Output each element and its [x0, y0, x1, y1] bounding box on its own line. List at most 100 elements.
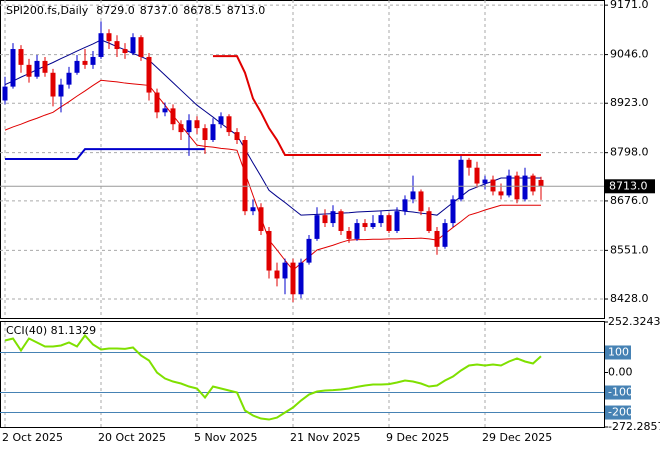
x-tick-label: 5 Nov 2025 — [194, 431, 257, 444]
candle-body — [290, 262, 296, 295]
y-tick-label: 8923.0 — [610, 96, 649, 109]
candle-body — [274, 270, 280, 279]
candle-body — [2, 86, 8, 101]
y-tick-label: -272.2857 — [608, 420, 660, 433]
candle-body — [306, 238, 312, 263]
candle-body — [82, 60, 88, 65]
candle-body — [450, 199, 456, 224]
candle-body — [34, 60, 40, 77]
candle-body — [98, 33, 104, 57]
candle-body — [530, 175, 536, 192]
candle-body — [114, 41, 120, 50]
candle-body — [18, 49, 24, 65]
main-panel-frame — [0, 0, 605, 319]
candle-body — [202, 128, 208, 141]
candle-body — [394, 211, 400, 231]
candle-body — [50, 72, 56, 97]
candle-body — [122, 49, 128, 53]
candle-body — [130, 37, 136, 53]
y-tick-label: 8428.0 — [610, 292, 649, 305]
candle-body — [218, 116, 224, 125]
y-tick-label: 8798.0 — [610, 146, 649, 159]
candle-body — [386, 215, 392, 231]
candle-body — [338, 211, 344, 231]
candle-body — [522, 175, 528, 200]
candle-body — [482, 179, 488, 184]
candle-body — [442, 223, 448, 247]
indicator-line — [4, 333, 542, 421]
candle-body — [194, 120, 200, 129]
symbol-title: SPI200.fs,Daily — [6, 4, 89, 17]
candle-body — [370, 223, 376, 228]
candle-body — [170, 108, 176, 125]
candle-body — [474, 167, 480, 184]
level-label-box — [605, 385, 631, 400]
candle-body — [354, 223, 360, 239]
candle-body — [90, 56, 96, 65]
last-open: 8729.0 — [96, 4, 135, 17]
candle-body — [186, 120, 192, 133]
candle-body — [434, 230, 440, 247]
candle-body — [210, 124, 216, 141]
candle-body — [298, 262, 304, 295]
y-tick-label: -200 — [608, 406, 633, 419]
x-tick-label: 2 Oct 2025 — [2, 431, 63, 444]
indicator-line — [4, 79, 541, 271]
candle-body — [490, 179, 496, 192]
candle-body — [322, 215, 328, 224]
candle-body — [154, 92, 160, 113]
candle-body — [106, 33, 112, 42]
candle-body — [138, 37, 144, 57]
candle-body — [498, 191, 504, 196]
x-tick-label: 9 Dec 2025 — [386, 431, 449, 444]
candle-body — [538, 179, 544, 187]
candle-body — [42, 60, 48, 73]
candle-body — [506, 175, 512, 196]
candle-body — [418, 191, 424, 212]
candle-body — [458, 159, 464, 200]
candle-body — [234, 132, 240, 141]
candle-body — [10, 49, 16, 87]
y-tick-label: 100 — [608, 345, 629, 358]
candle-body — [514, 175, 520, 200]
last-low: 8678.5 — [183, 4, 222, 17]
candle-body — [314, 215, 320, 239]
candle-body — [378, 215, 384, 224]
indicator-line — [5, 148, 205, 160]
candle-body — [362, 223, 368, 228]
candle-body — [410, 191, 416, 200]
candle-body — [26, 64, 32, 77]
candle-body — [162, 108, 168, 113]
cci-title: CCI(40) 81.1329 — [6, 324, 96, 337]
y-tick-label: -100 — [608, 386, 633, 399]
candle-body — [178, 124, 184, 133]
y-tick-label: 9046.0 — [610, 48, 649, 61]
candle-body — [146, 56, 152, 93]
cci-panel-frame — [0, 321, 605, 428]
y-tick-label: 8551.0 — [610, 243, 649, 256]
x-tick-label: 20 Oct 2025 — [98, 431, 166, 444]
current-price-box — [605, 179, 655, 194]
candle-body — [282, 262, 288, 279]
candle-body — [58, 84, 64, 97]
y-tick-label: 8676.0 — [610, 194, 649, 207]
y-tick-label: 252.3243 — [608, 315, 660, 328]
x-tick-label: 29 Dec 2025 — [482, 431, 552, 444]
candle-body — [242, 140, 248, 212]
y-tick-label: 0.00 — [608, 366, 633, 379]
candle-body — [466, 159, 472, 168]
y-tick-label: 9171.0 — [610, 0, 649, 11]
candle-body — [66, 72, 72, 85]
current-price-label: 8713.0 — [609, 179, 648, 192]
candle-body — [258, 207, 264, 231]
x-tick-label: 21 Nov 2025 — [290, 431, 360, 444]
chart-header: SPI200.fs,Daily 8729.0 8737.0 8678.5 8713.0 — [6, 4, 265, 17]
candle-body — [226, 116, 232, 133]
candle-body — [346, 230, 352, 239]
candle-body — [250, 207, 256, 212]
candle-body — [402, 199, 408, 212]
candle-body — [426, 211, 432, 231]
level-label-box — [605, 345, 631, 360]
last-high: 8737.0 — [140, 4, 179, 17]
